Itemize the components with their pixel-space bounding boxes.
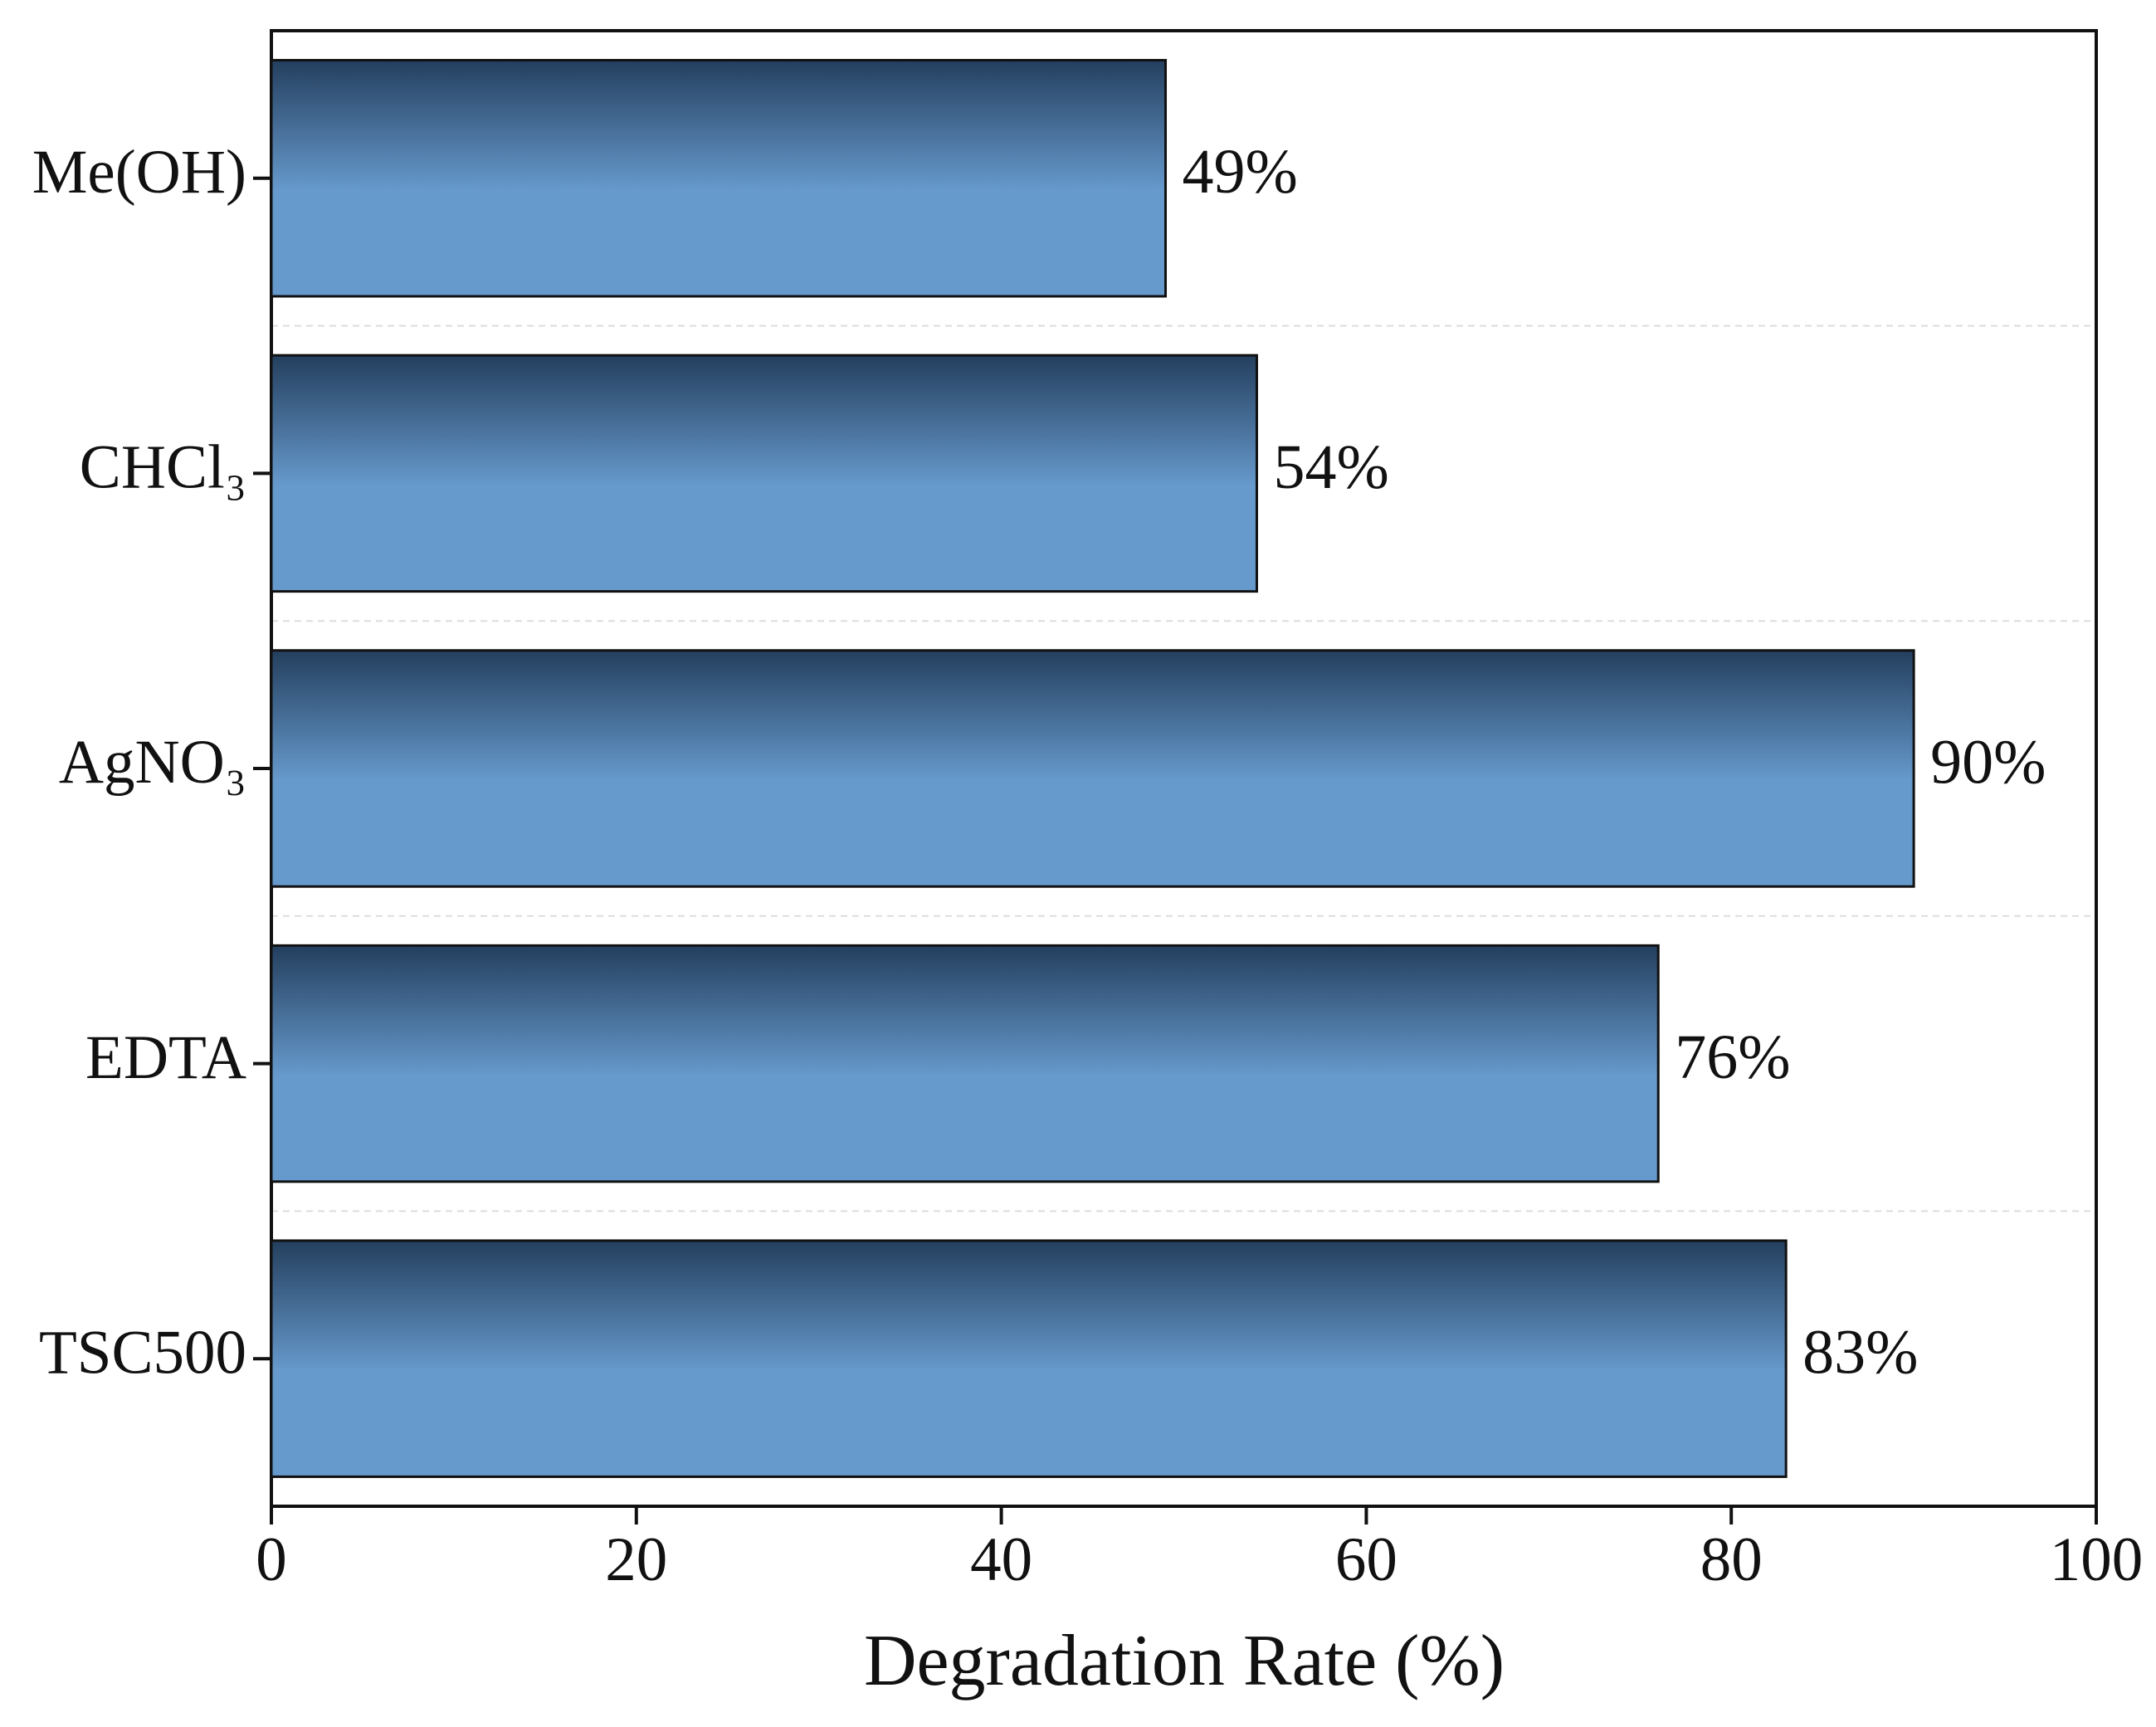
bar (270, 649, 1915, 888)
y-tick-label: AgNO₃ (59, 728, 246, 797)
x-tick-label: 20 (605, 1525, 667, 1594)
x-tick-label: 100 (2050, 1525, 2144, 1594)
y-tick-label: TSC500 (39, 1318, 246, 1387)
x-tick-label: 40 (970, 1525, 1032, 1594)
x-tick-label: 0 (256, 1525, 287, 1594)
value-label: 76% (1675, 1022, 1790, 1092)
value-label: 90% (1930, 727, 2046, 797)
y-tick-label: Me(OH) (32, 138, 246, 207)
bar (270, 59, 1168, 298)
bar (270, 1239, 1788, 1478)
y-tick-label: CHCl₃ (80, 433, 246, 502)
value-label: 83% (1802, 1318, 1918, 1388)
y-tick-label: EDTA (85, 1023, 246, 1092)
x-axis-label: Degradation Rate (%) (864, 1621, 1505, 1701)
value-label: 54% (1273, 432, 1388, 502)
bar (270, 944, 1660, 1183)
x-tick-label: 80 (1700, 1525, 1763, 1594)
x-tick-label: 60 (1335, 1525, 1397, 1594)
value-label: 49% (1183, 137, 1298, 207)
bar (270, 354, 1258, 593)
